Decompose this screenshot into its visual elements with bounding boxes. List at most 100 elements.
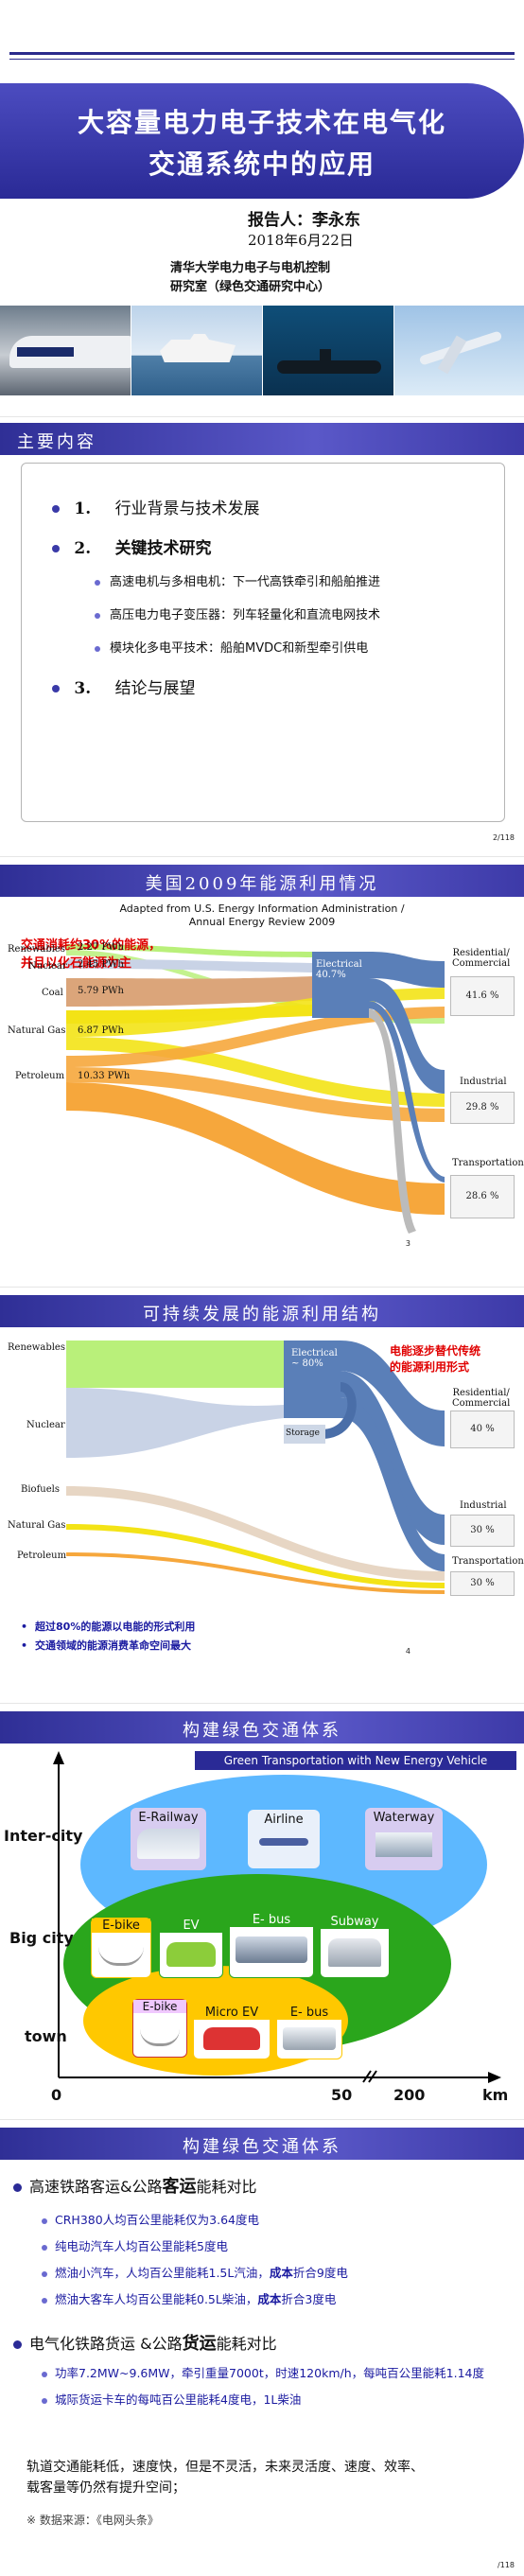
sub-bullet-icon [42, 2270, 47, 2277]
institution-line-1: 清华大学电力电子与电机控制 [170, 261, 331, 275]
sink-box-industrial: 30 % [450, 1515, 515, 1547]
heading-freight: 电气化铁路货运 &公路货运能耗对比 [13, 2330, 277, 2355]
note-line-2: 并且以化石能源为主 [21, 956, 132, 971]
bus-icon [236, 1936, 307, 1963]
sink-box-residential: 41.6 % [450, 976, 515, 1016]
data-source: ※ 数据来源：《电网头条》 [26, 2514, 159, 2527]
list-item: CRH380人均百公里能耗仅为3.64度电 [42, 2207, 515, 2234]
tile-label: Micro EV [194, 2006, 270, 2020]
heading-post: 能耗对比 [216, 2335, 277, 2353]
list-item: 燃油小汽车，人均百公里能耗1.5L汽油，成本折合9度电 [42, 2260, 515, 2287]
source-line-2: Annual Energy Review 2009 [188, 916, 336, 928]
bullet-icon [52, 685, 60, 692]
list-item: 城际货运卡车的每吨百公里能耗4度电，1L柴油 [42, 2391, 501, 2410]
sink-box-industrial: 29.8 % [450, 1092, 515, 1124]
bullet-line-2: • 交通领域的能源消费革命空间最大 [21, 1638, 195, 1653]
source-label-petroleum: Petroleum [15, 1071, 65, 1081]
sub-bullet-icon [95, 579, 100, 586]
item-text: 结论与展望 [114, 679, 196, 698]
train-icon [137, 1829, 200, 1859]
list-item: 纯电动汽车人均百公里能耗5度电 [42, 2234, 515, 2260]
flow-petroleum-res [66, 1007, 445, 1067]
tile-ev: EV [159, 1918, 223, 1978]
bullet-icon [13, 2183, 22, 2192]
tile-e-railway: E-Railway [131, 1808, 206, 1870]
summary-paragraph: 轨道交通能耗低，速度快，但是不灵活，未来灵活度、速度、效率、 载客量等仍然有提升… [26, 2457, 499, 2498]
bullet-icon [52, 545, 60, 552]
item-number: 1. [74, 499, 92, 518]
storage-label: Storage [286, 1428, 320, 1438]
summary-line-2: 载客量等仍然有提升空间； [26, 2480, 185, 2496]
tile-label: E-bike [133, 2000, 186, 2013]
photo-train [0, 306, 131, 395]
storage-block [284, 1425, 325, 1444]
item-text: 纯电动汽车人均百公里能耗5度电 [55, 2239, 228, 2253]
slide-outline: 主要内容 1. 行业背景与技术发展 2. 关键技术研究 高速电机与多相电机：下一… [0, 416, 524, 856]
source-label-biofuels: Biofuels [21, 1484, 60, 1495]
flow-elec-res [369, 952, 445, 988]
title-band [0, 83, 524, 199]
slide-title: 大容量电力电子技术在电气化 交通系统中的应用 报告人：李永东 2018年6月22… [0, 0, 524, 416]
bullet-icon [13, 2340, 22, 2349]
tile-label: E-Railway [138, 1811, 199, 1825]
tile-label: Subway [321, 1915, 389, 1929]
bicycle-icon [140, 2024, 180, 2046]
outline-item-3: 3. 结论与展望 [52, 675, 196, 698]
electrical-block [284, 1341, 341, 1418]
outline-item-1: 1. 行业背景与技术发展 [52, 495, 260, 518]
flow-coal [66, 976, 312, 1007]
outline-subitem-2: 高压电力电子变压器：列车轻量化和直流电网技术 [95, 605, 380, 622]
item-text: 关键技术研究 [114, 539, 212, 558]
slide-energy-future: 可持续发展的能源利用结构 Renewables Nuclear Biofuels… [0, 1287, 524, 1703]
outline-frame [21, 463, 505, 822]
sub-bullet-icon [42, 2244, 47, 2251]
source-value-petroleum: 10.33 PWh [78, 1071, 131, 1081]
photo-submarine [263, 306, 393, 395]
banner-title: 可持续发展的能源利用结构 [143, 1305, 381, 1324]
title-line-1: 大容量电力电子技术在电气化 [77, 107, 446, 138]
sink-name-1: Residential/ [452, 948, 510, 958]
heading-pre: 高速铁路客运&公路 [29, 2178, 163, 2196]
banner-energy-consumption: 构建绿色交通体系 [0, 2128, 524, 2160]
flow-biofuels [66, 1486, 445, 1581]
tile-label: E- bus [277, 2006, 341, 2020]
item-text: CRH380人均百公里能耗仅为3.64度电 [55, 2213, 260, 2227]
bullet-line-1: • 超过80%的能源以电能的形式利用 [21, 1619, 195, 1634]
item-text: 燃油小汽车，人均百公里能耗1.5L汽油， [55, 2266, 270, 2280]
sub-bullet-icon [95, 645, 100, 652]
bullet-icon: • [21, 1639, 28, 1652]
tile-e-bus-town: E- bus [276, 2005, 342, 2059]
electrical-percent: ~ 80% [291, 1358, 323, 1369]
flow-elec-loss [369, 1008, 416, 1234]
micro-car-icon [203, 2027, 260, 2050]
x-axis-arrow [488, 2072, 501, 2083]
bus-icon [283, 2027, 336, 2050]
sub-bullet-icon [42, 2397, 47, 2404]
heading-pre: 电气化铁路货运 &公路 [29, 2335, 183, 2353]
slide-green-transport: 构建绿色交通体系 Green Transportation with New E… [0, 1703, 524, 2119]
item-text: 功率7.2MW~9.6MW，牵引重量7000t，时速120km/h，每吨百公里能… [55, 2366, 484, 2380]
source-label-nuclear: Nuclear [26, 1420, 65, 1430]
airplane-icon [259, 1838, 308, 1846]
sink-label-transportation: Transportation [452, 1158, 524, 1168]
sub-bullet-icon [42, 2297, 47, 2304]
tile-e-bike-town: E-bike [132, 1999, 187, 2058]
source-label-nuclear: Nuclear [28, 961, 67, 972]
item-number: 2. [74, 539, 92, 558]
flow-gas [66, 1524, 445, 1588]
page-number: 4 [405, 1647, 410, 1656]
flow-petroleum [66, 1552, 445, 1594]
electrical-label: Electrical ~ 80% [291, 1348, 338, 1369]
sub-bullet-icon [42, 2371, 47, 2377]
source-value-renewables: 2.27 PWh [78, 942, 124, 953]
item-number: 3. [74, 679, 92, 698]
sink-label-transportation: Transportation [452, 1556, 524, 1567]
institution-line-2: 研究室（绿色交通研究中心） [170, 280, 331, 294]
y-label-town: town [25, 2027, 67, 2045]
page-number: 3 [405, 1239, 410, 1248]
x-label-0: 0 [51, 2086, 62, 2104]
banner-energy-2009: 美国2009年能源利用情况 [0, 865, 524, 897]
outline-subitem-3: 模块化多电平技术：船舶MVDC和新型牵引供电 [95, 638, 368, 656]
bullets-blue: • 超过80%的能源以电能的形式利用 • 交通领域的能源消费革命空间最大 [21, 1619, 195, 1653]
heading-passenger: 高速铁路客运&公路客运能耗对比 [13, 2173, 257, 2198]
